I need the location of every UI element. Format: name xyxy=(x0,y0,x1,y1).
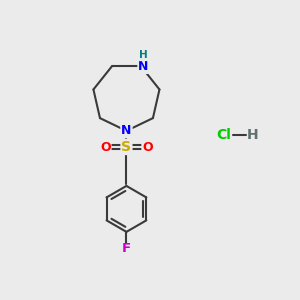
Text: O: O xyxy=(100,141,111,154)
Text: N: N xyxy=(121,124,132,137)
Text: O: O xyxy=(142,141,153,154)
Text: S: S xyxy=(122,140,131,154)
Text: N: N xyxy=(138,60,149,73)
Text: Cl: Cl xyxy=(216,128,231,142)
Text: F: F xyxy=(122,242,131,255)
Text: H: H xyxy=(247,128,258,142)
Text: H: H xyxy=(139,50,148,60)
